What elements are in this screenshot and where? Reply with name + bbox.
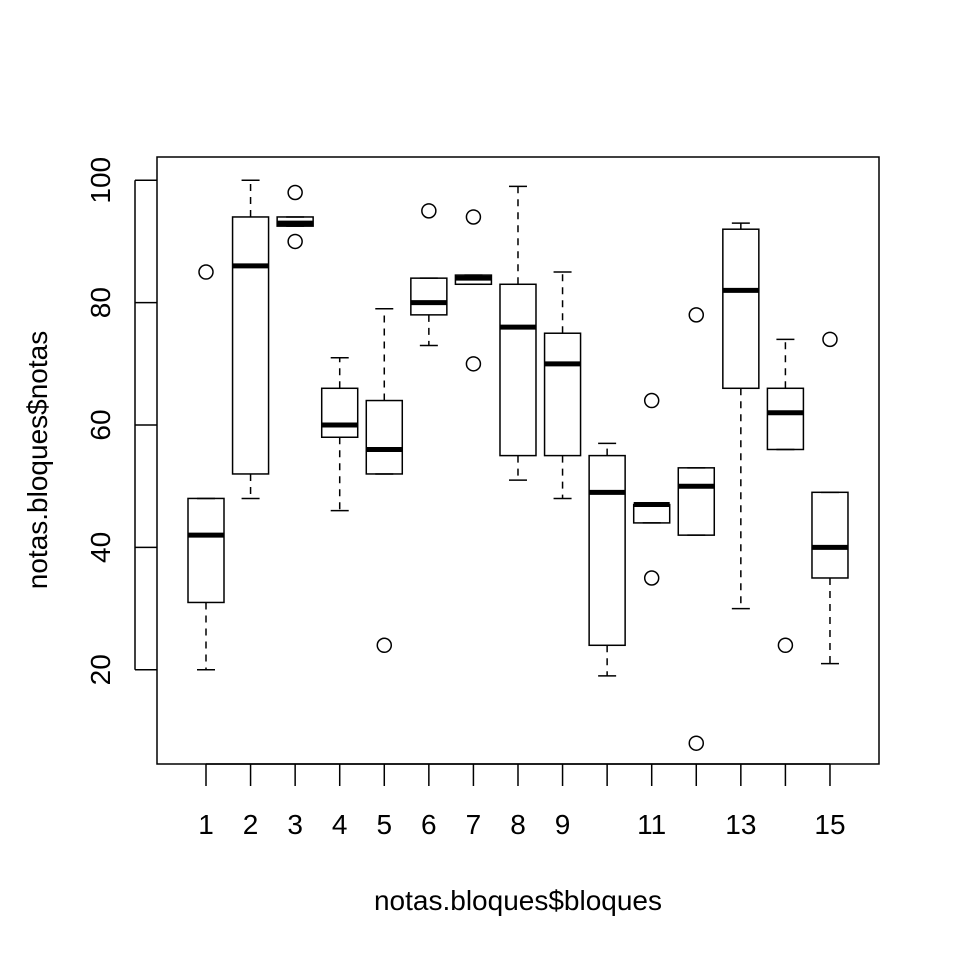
box-group-2 [231, 179, 270, 500]
box-group-1 [187, 264, 225, 671]
outlier-point [376, 637, 393, 654]
y-tick-label: 80 [85, 287, 116, 318]
box-iqr [187, 497, 225, 604]
x-tick-label: 11 [637, 809, 666, 840]
x-tick-label: 5 [376, 809, 392, 840]
x-tick-label: 7 [466, 809, 482, 840]
outlier-point [465, 356, 482, 372]
box-iqr [410, 277, 448, 316]
box-iqr [499, 283, 537, 457]
x-axis: 1 2 3 4 5 6 7 8 9 11 13 15 [198, 763, 846, 840]
box-group-11 [632, 392, 671, 586]
outlier-point [822, 331, 838, 348]
box-iqr [543, 332, 582, 457]
x-tick-label: 9 [555, 809, 571, 840]
outlier-point [688, 307, 705, 323]
x-tick-label: 1 [198, 809, 214, 840]
box-group-15 [811, 331, 849, 665]
y-tick-label: 60 [85, 409, 116, 440]
outlier-point [287, 233, 303, 250]
box-group-6 [410, 203, 448, 347]
box-group-14 [766, 338, 805, 654]
outlier-point [465, 209, 482, 225]
y-tick-label: 40 [85, 532, 116, 563]
box-iqr [677, 467, 716, 536]
x-tick-label: 4 [332, 809, 348, 840]
x-tick-label: 6 [421, 809, 437, 840]
x-axis-label: notas.bloques$bloques [374, 885, 662, 916]
y-tick-label: 100 [85, 157, 116, 204]
outlier-point [688, 735, 705, 751]
box-group-8 [499, 185, 537, 481]
outlier-point [777, 637, 794, 654]
x-tick-label: 2 [243, 809, 259, 840]
boxes-layer [187, 179, 849, 751]
outlier-point [287, 184, 303, 201]
box-iqr [722, 228, 760, 390]
x-tick-label: 15 [814, 809, 845, 840]
outlier-point [643, 570, 660, 586]
box-iqr [811, 491, 849, 579]
box-iqr [632, 503, 671, 524]
y-tick-label: 20 [85, 654, 116, 685]
box-iqr [365, 399, 404, 475]
box-iqr [231, 216, 270, 475]
outlier-point [643, 392, 660, 409]
box-group-4 [320, 356, 359, 512]
y-axis-label: notas.bloques$notas [22, 331, 53, 589]
box-group-13 [722, 222, 760, 610]
box-iqr [588, 454, 626, 647]
outlier-point [198, 264, 214, 280]
box-iqr [766, 387, 805, 451]
outlier-point [421, 203, 437, 219]
box-iqr [320, 387, 359, 438]
box-group-7 [454, 209, 493, 372]
box-group-3 [276, 184, 314, 250]
box-group-5 [365, 308, 404, 654]
x-tick-label: 13 [725, 809, 756, 840]
box-group-12 [677, 307, 716, 751]
x-tick-label: 3 [287, 809, 303, 840]
box-group-9 [543, 271, 582, 500]
box-group-10 [588, 442, 626, 677]
y-axis: 20 40 60 80 100 [85, 157, 157, 685]
x-tick-label: 8 [510, 809, 526, 840]
